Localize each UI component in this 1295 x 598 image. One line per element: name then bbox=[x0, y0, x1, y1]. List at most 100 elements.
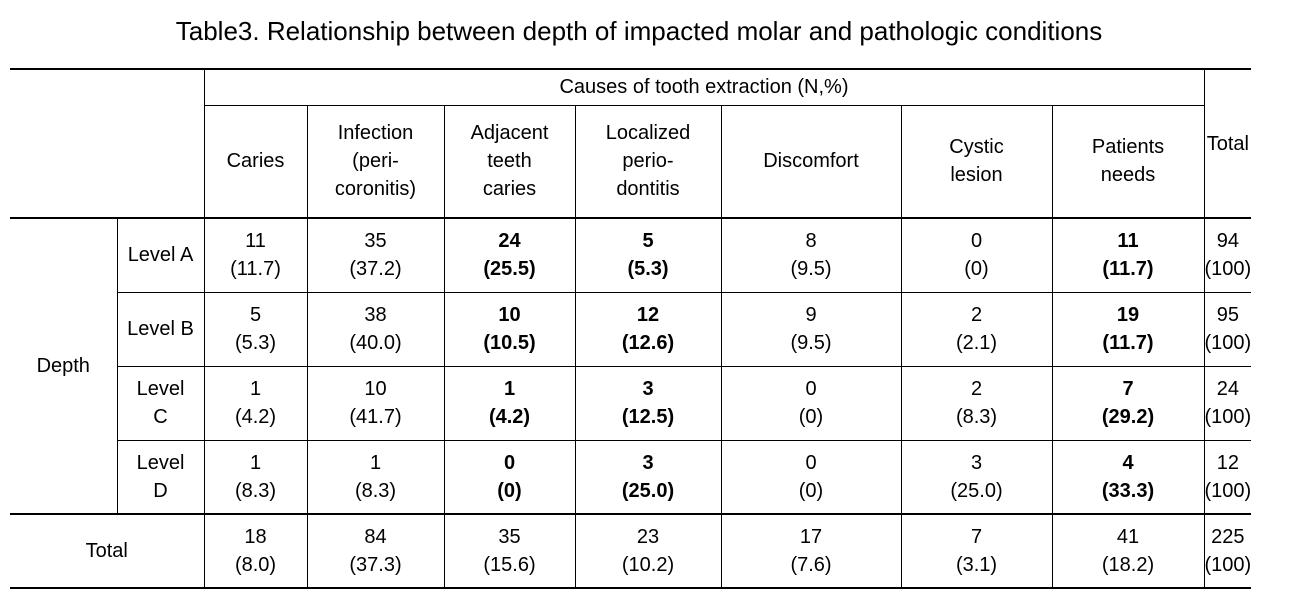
count-value: 0 bbox=[805, 378, 817, 400]
data-cell: 0 (0) bbox=[721, 440, 902, 515]
count-value: 1 bbox=[249, 451, 262, 474]
cell-line: lesion bbox=[950, 164, 1003, 187]
table-row: Level D 1 (8.3) 1 (8.3) 0 (0) 3 (25.0) 0 (0) 3 (25.0)… bbox=[10, 440, 1252, 515]
percent-value: (100) bbox=[1204, 258, 1252, 281]
data-cell: 0 (0) bbox=[721, 366, 902, 441]
percent-value: (100) bbox=[1204, 479, 1252, 502]
count-value: 5 bbox=[249, 304, 262, 326]
column-header: Discomfort bbox=[721, 105, 902, 219]
cell-line: Infection bbox=[337, 122, 414, 145]
data-cell: 3 (25.0) bbox=[901, 440, 1053, 515]
cell-line: Cystic bbox=[949, 136, 1004, 159]
percent-value: (41.7) bbox=[349, 406, 402, 428]
percent-value: (3.1) bbox=[955, 554, 998, 576]
count-value: 0 bbox=[503, 451, 516, 474]
column-header: Cystic lesion bbox=[901, 105, 1053, 219]
total-row-label: Total bbox=[10, 514, 205, 589]
group-header: Causes of tooth extraction (N,%) bbox=[204, 68, 1204, 106]
count-value: 1 bbox=[249, 378, 262, 400]
count-value: 4 bbox=[1122, 451, 1134, 474]
cell-line: C bbox=[153, 406, 168, 428]
cell-line: dontitis bbox=[616, 178, 680, 201]
column-header: Caries bbox=[204, 105, 308, 219]
percent-value: (8.3) bbox=[354, 479, 397, 502]
percent-value: (25.0) bbox=[950, 479, 1003, 502]
data-cell: 1 (8.3) bbox=[204, 440, 308, 515]
data-cell: 3 (25.0) bbox=[575, 440, 722, 515]
percent-value: (0) bbox=[964, 258, 989, 281]
cell-line: Discomfort bbox=[763, 150, 859, 173]
percent-value: (2.1) bbox=[955, 332, 998, 354]
count-value: 41 bbox=[1116, 526, 1140, 548]
cell-line: caries bbox=[482, 178, 537, 201]
cell-line: D bbox=[153, 479, 168, 502]
percent-value: (5.3) bbox=[627, 258, 669, 281]
row-total: 94 (100) bbox=[1203, 218, 1252, 293]
percent-value: (11.7) bbox=[230, 258, 281, 281]
data-cell: 0 (0) bbox=[901, 218, 1053, 293]
cell-line: Patients bbox=[1091, 136, 1165, 159]
total-cell: 17 (7.6) bbox=[721, 514, 902, 589]
percent-value: (33.3) bbox=[1101, 479, 1155, 502]
percent-value: (8.3) bbox=[234, 479, 277, 502]
percent-value: (100) bbox=[1204, 406, 1252, 428]
row-total: 95 (100) bbox=[1203, 292, 1252, 367]
count-value: 7 bbox=[1122, 378, 1134, 400]
column-header: Adjacent teeth caries bbox=[444, 105, 576, 219]
percent-value: (9.5) bbox=[790, 258, 832, 281]
percent-value: (8.0) bbox=[234, 554, 277, 576]
cell-line: Localized bbox=[605, 122, 691, 145]
percent-value: (11.7) bbox=[1102, 258, 1154, 281]
count-value: 35 bbox=[498, 526, 521, 548]
percent-value: (10.2) bbox=[621, 554, 675, 576]
data-cell: 10 (41.7) bbox=[307, 366, 445, 441]
data-cell: 11 (11.7) bbox=[1052, 218, 1204, 293]
cell-line: Level bbox=[136, 378, 185, 400]
grand-total: 225 (100) bbox=[1203, 514, 1252, 589]
count-value: 12 bbox=[636, 304, 660, 326]
percent-value: (37.2) bbox=[349, 258, 402, 281]
count-value: 38 bbox=[364, 304, 387, 326]
data-cell: 2 (8.3) bbox=[901, 366, 1053, 441]
data-cell: 1 (8.3) bbox=[307, 440, 445, 515]
cell-line: needs bbox=[1100, 164, 1156, 187]
level-label: Level C bbox=[117, 366, 205, 441]
percent-value: (29.2) bbox=[1101, 406, 1155, 428]
data-cell: 4 (33.3) bbox=[1052, 440, 1204, 515]
data-cell: 2 (2.1) bbox=[901, 292, 1053, 367]
percent-value: (8.3) bbox=[955, 406, 998, 428]
level-label: Level A bbox=[117, 218, 205, 293]
data-cell: 0 (0) bbox=[444, 440, 576, 515]
percent-value: (25.0) bbox=[621, 479, 675, 502]
cell-line: perio- bbox=[622, 150, 674, 173]
data-cell: 38 (40.0) bbox=[307, 292, 445, 367]
total-cell: 35 (15.6) bbox=[444, 514, 576, 589]
table-title: Table3. Relationship between depth of im… bbox=[175, 16, 1103, 46]
percent-value: (5.3) bbox=[234, 332, 277, 354]
count-value: 0 bbox=[805, 451, 817, 474]
count-value: 5 bbox=[642, 230, 654, 253]
table-body: Causes of tooth extraction (N,%) Total Car… bbox=[10, 68, 1252, 589]
cell-line: teeth bbox=[487, 150, 532, 173]
percent-value: (100) bbox=[1204, 332, 1252, 354]
percent-value: (15.6) bbox=[483, 554, 536, 576]
count-value: 3 bbox=[642, 378, 654, 400]
count-value: 7 bbox=[970, 526, 983, 548]
total-cell: 23 (10.2) bbox=[575, 514, 722, 589]
cell-line: Adjacent bbox=[470, 122, 549, 145]
data-cell: 5 (5.3) bbox=[204, 292, 308, 367]
count-value: 225 bbox=[1211, 526, 1245, 548]
count-value: 10 bbox=[364, 378, 387, 400]
data-cell: 24 (25.5) bbox=[444, 218, 576, 293]
data-cell: 8 (9.5) bbox=[721, 218, 902, 293]
percent-value: (7.6) bbox=[790, 554, 832, 576]
count-value: 24 bbox=[498, 230, 521, 253]
data-cell: 12 (12.6) bbox=[575, 292, 722, 367]
count-value: 10 bbox=[498, 304, 521, 326]
percent-value: (11.7) bbox=[1102, 332, 1154, 354]
level-label: Level D bbox=[117, 440, 205, 515]
cell-line: Caries bbox=[226, 150, 285, 173]
data-cell: 1 (4.2) bbox=[204, 366, 308, 441]
count-value: 23 bbox=[636, 526, 660, 548]
table-row: Depth Level A 11 (11.7) 35 (37.2) 24 (25.5) 5 (5.… bbox=[10, 218, 1252, 515]
